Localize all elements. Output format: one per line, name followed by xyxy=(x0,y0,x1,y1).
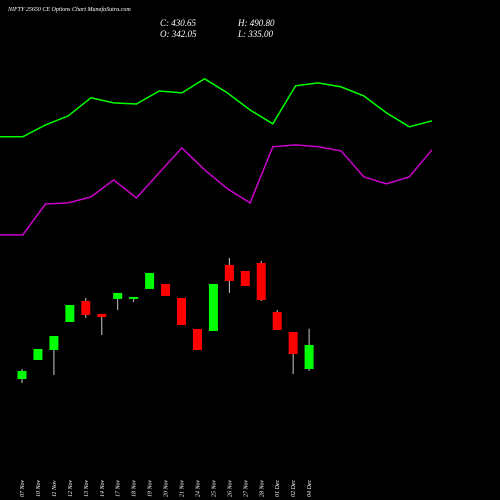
low-label: L: 335.00 xyxy=(237,29,274,39)
x-tick-label: 25 Nov xyxy=(211,479,217,497)
candle-body xyxy=(177,297,186,325)
candle-body xyxy=(224,264,234,281)
x-tick-label: 02 Dec xyxy=(291,480,297,497)
candle-body xyxy=(208,283,218,331)
x-tick-label: 21 Nov xyxy=(180,479,186,497)
x-tick-label: 20 Nov xyxy=(164,479,170,497)
chart-title: NIFTY 25650 CE Options Chart MunafaSutra… xyxy=(7,6,131,13)
candle-body xyxy=(256,262,266,300)
high-label: H: 490.80 xyxy=(237,18,275,28)
x-tick-label: 18 Nov xyxy=(132,479,138,497)
candle-body xyxy=(145,272,155,289)
candle-body xyxy=(288,331,298,354)
x-tick-label: 19 Nov xyxy=(148,479,154,497)
candle-body xyxy=(97,313,107,317)
x-tick-label: 26 Nov xyxy=(227,479,233,497)
x-tick-label: 27 Nov xyxy=(243,479,249,497)
candle-body xyxy=(33,348,43,360)
indicator-line xyxy=(0,77,433,138)
candle-body xyxy=(49,335,59,350)
x-tick-label: 10 Nov xyxy=(36,479,42,497)
candle-body xyxy=(129,296,139,299)
open-label: O: 342.05 xyxy=(160,29,197,39)
candle-body xyxy=(113,292,123,299)
candle-body xyxy=(161,283,171,296)
x-tick-label: 12 Nov xyxy=(68,479,74,497)
x-tick-label: 14 Nov xyxy=(99,479,106,497)
x-tick-label: 07 Nov xyxy=(20,479,26,497)
candle-body xyxy=(192,328,202,350)
candle-body xyxy=(81,300,91,315)
x-tick-label: 04 Dec xyxy=(306,480,313,497)
candle-body xyxy=(240,270,250,286)
close-label: C: 430.65 xyxy=(160,18,197,28)
candle-body xyxy=(304,344,314,369)
x-tick-label: 01 Dec xyxy=(275,480,281,497)
x-tick-label: 13 Nov xyxy=(84,479,90,497)
x-tick-label: 28 Nov xyxy=(259,479,265,497)
candle-body xyxy=(65,304,75,322)
candle-body xyxy=(272,311,282,330)
indicator-line xyxy=(0,144,433,236)
x-tick-label: 11 Nov xyxy=(52,480,58,497)
x-tick-label: 17 Nov xyxy=(116,479,122,497)
candle-body xyxy=(17,370,27,380)
x-tick-label: 24 Nov xyxy=(194,479,201,497)
